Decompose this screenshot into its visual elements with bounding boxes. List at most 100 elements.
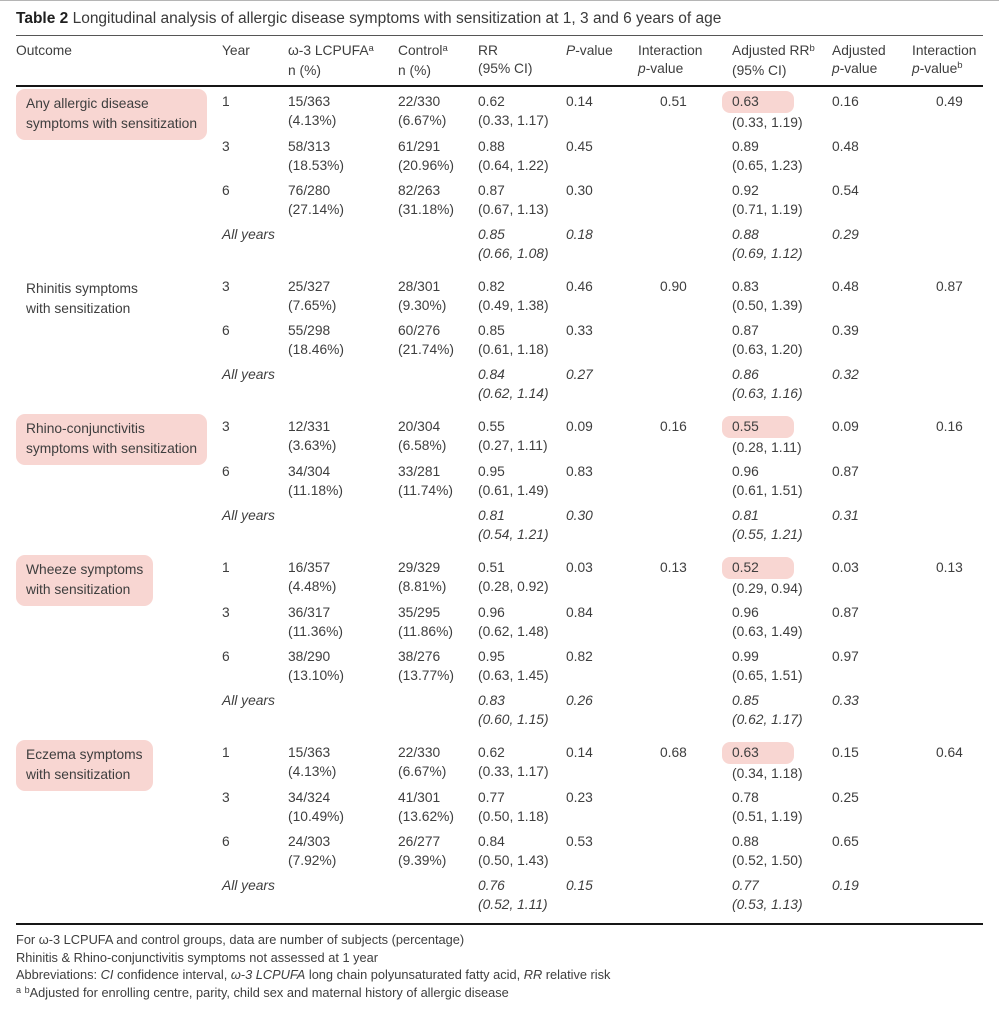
cell-lcpufa: 38/290 (13.10%): [288, 642, 398, 686]
header-line: p-value: [638, 60, 720, 78]
value-line: 25/327: [288, 277, 396, 296]
value-text: 0.87: [478, 183, 505, 198]
value-text: 0.95: [478, 464, 505, 479]
ci-line: (0.71, 1.19): [732, 202, 803, 217]
cell-year: 6: [222, 183, 230, 198]
ci-line: (27.14%): [288, 202, 344, 217]
header-line: (95% CI): [732, 62, 830, 80]
cell-rr: 0.96 (0.62, 1.48): [478, 598, 566, 642]
value-line: 0.92: [732, 181, 830, 200]
table-row: 6 76/280 (27.14%) 82/263 (31.18%) 0.87 (0.67, …: [16, 176, 983, 220]
cell-lcpufa: 34/304 (11.18%): [288, 457, 398, 501]
text-segment: -value: [919, 60, 958, 76]
cell-adjusted-rr: 0.77 (0.53, 1.13): [722, 871, 832, 924]
value-text: 0.96: [478, 605, 505, 620]
outcome-label: Rhinitis symptoms with sensitization: [16, 274, 148, 325]
cell-pvalue: 0.30: [566, 183, 593, 198]
table-row: 6 34/304 (11.18%) 33/281 (11.74%) 0.95 (0.61, …: [16, 457, 983, 501]
table-row: All years 0.83 (0.60, 1.15) 0.26 0.85 (0.62, …: [16, 686, 983, 738]
cell-rr: 0.95 (0.63, 1.45): [478, 642, 566, 686]
cell-pvalue: 0.23: [566, 790, 593, 805]
col-header-year: Year: [222, 36, 288, 87]
table-row: Wheeze symptoms with sensitization 1 16/357…: [16, 553, 983, 606]
table-row: 3 58/313 (18.53%) 61/291 (20.96%) 0.88 (0.64, …: [16, 132, 983, 176]
cell-rr: 0.77 (0.50, 1.18): [478, 783, 566, 827]
cell-lcpufa: [288, 501, 398, 553]
header-line: Controla: [398, 42, 476, 62]
col-header-interaction-p-b: Interaction p-valueb: [912, 36, 983, 87]
cell-year: 3: [222, 790, 230, 805]
ci-line: (0.50, 1.39): [732, 298, 803, 313]
ci-line: (7.65%): [288, 298, 337, 313]
value-line: 24/303: [288, 832, 396, 851]
header-line: Adjusted: [832, 42, 910, 60]
ci-line: (10.49%): [288, 809, 344, 824]
table-row: Any allergic disease symptoms with sensit…: [16, 86, 983, 140]
table-header: Outcome Year ω-3 LCPUFAa n (%) Controla n (%)…: [16, 36, 983, 87]
ci-line: (0.33, 1.19): [732, 115, 803, 130]
ci-line: (11.74%): [398, 483, 453, 498]
cell-lcpufa: 55/298 (18.46%): [288, 316, 398, 360]
value-text: 0.85: [478, 323, 505, 338]
ci-line: (0.62, 1.14): [478, 386, 549, 401]
cell-adjusted-rr: 0.85 (0.62, 1.17): [722, 686, 832, 738]
value-text: 22/330: [398, 94, 441, 109]
value-line: 41/301: [398, 788, 476, 807]
value-line: 0.55: [478, 417, 564, 436]
cell-control: 82/263 (31.18%): [398, 176, 478, 220]
text-segment: -value: [839, 60, 878, 76]
cell-adjusted-rr: 0.99 (0.65, 1.51): [722, 642, 832, 686]
text-segment: -value: [575, 43, 613, 58]
cell-outcome: Rhinitis symptoms with sensitization: [16, 272, 222, 412]
cell-control: 38/276 (13.77%): [398, 642, 478, 686]
cell-rr: 0.55 (0.27, 1.11): [478, 412, 566, 457]
value-text: 0.62: [478, 94, 505, 109]
value-line: 0.88: [732, 832, 830, 851]
value-line: 16/357: [288, 558, 396, 577]
value-line: 0.96: [732, 603, 830, 622]
value-line: 20/304: [398, 417, 476, 436]
cell-year: All years: [222, 508, 275, 523]
value-line: 0.84: [478, 365, 564, 384]
ci-line: (0.28, 0.92): [478, 579, 549, 594]
value-line: 15/363: [288, 92, 396, 111]
ci-line: (0.53, 1.13): [732, 897, 803, 912]
table-row: 3 36/317 (11.36%) 35/295 (11.86%) 0.96 (0.62, …: [16, 598, 983, 642]
value-line: 38/276: [398, 647, 476, 666]
value-line: 55/298: [288, 321, 396, 340]
cell-lcpufa: 76/280 (27.14%): [288, 176, 398, 220]
cell-year: All years: [222, 227, 275, 242]
value-line: 0.52: [722, 557, 830, 579]
cell-control: [398, 501, 478, 553]
cell-pvalue: 0.18: [566, 227, 593, 242]
value-line: 29/329: [398, 558, 476, 577]
cell-adjusted-p: 0.87: [832, 464, 859, 479]
cell-lcpufa: [288, 686, 398, 738]
cell-adjusted-rr: 0.89 (0.65, 1.23): [722, 132, 832, 176]
header-row: Outcome Year ω-3 LCPUFAa n (%) Controla n (%)…: [16, 36, 983, 87]
table-row: Eczema symptoms with sensitization 1 15/363…: [16, 738, 983, 791]
cell-lcpufa: 36/317 (11.36%): [288, 598, 398, 642]
value-text: 0.85: [478, 227, 505, 242]
highlighted-value: 0.63: [722, 742, 794, 764]
ci-line: (0.63, 1.20): [732, 342, 803, 357]
cell-interaction-p-b: [912, 132, 983, 176]
ci-line: (9.39%): [398, 853, 447, 868]
cell-outcome: Any allergic disease symptoms with sensit…: [16, 86, 222, 272]
cell-pvalue: 0.33: [566, 323, 593, 338]
superscript-marker: b: [24, 985, 30, 995]
cell-pvalue: 0.53: [566, 834, 593, 849]
text-segment: (95% CI): [732, 62, 787, 78]
table-row: Rhinitis symptoms with sensitization 3 25/3…: [16, 272, 983, 316]
cell-adjusted-p: 0.48: [832, 139, 859, 154]
value-text: 0.83: [732, 279, 759, 294]
value-text: 41/301: [398, 790, 441, 805]
cell-adjusted-p: 0.32: [832, 367, 859, 382]
value-text: 24/303: [288, 834, 331, 849]
cell-interaction-p: [638, 783, 722, 827]
value-text: 25/327: [288, 279, 331, 294]
superscript-marker: a: [368, 42, 374, 54]
cell-control: [398, 686, 478, 738]
cell-rr: 0.85 (0.66, 1.08): [478, 220, 566, 272]
cell-year: All years: [222, 367, 275, 382]
